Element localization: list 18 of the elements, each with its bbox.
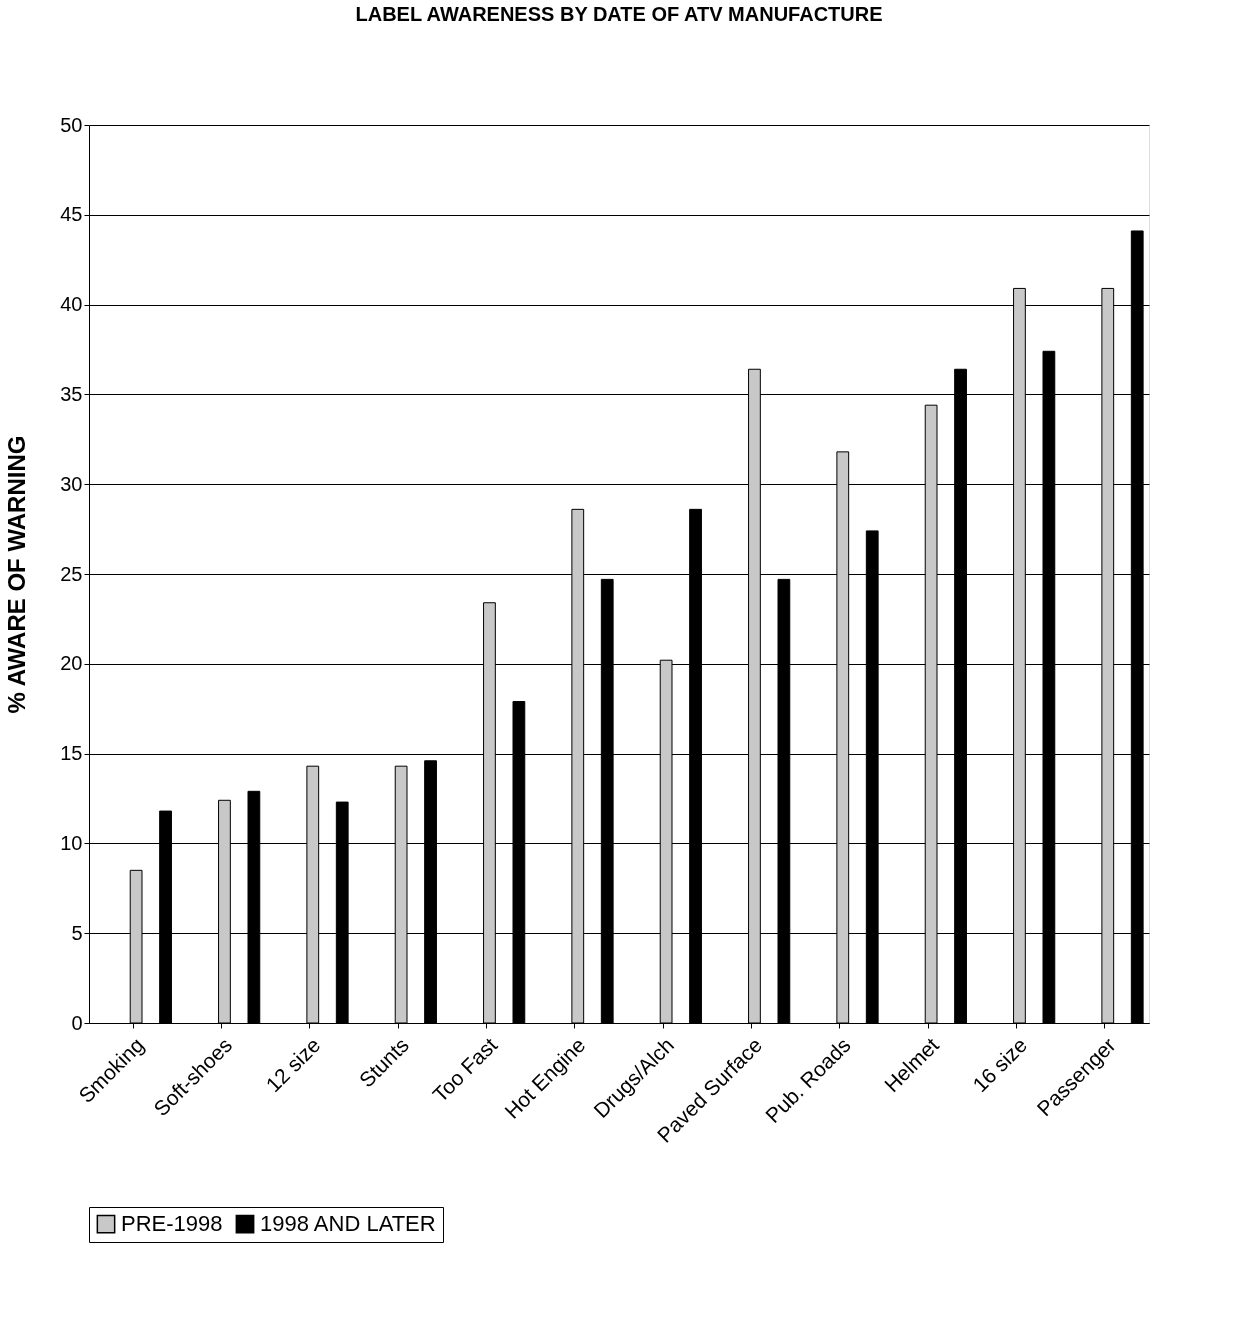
y-tick-label: 10 bbox=[60, 831, 83, 854]
legend-label: 1998 AND LATER bbox=[260, 1211, 436, 1237]
y-tick-label: 5 bbox=[71, 921, 83, 944]
legend-label: PRE-1998 bbox=[121, 1211, 223, 1237]
y-tick-label: 15 bbox=[60, 742, 83, 765]
y-tick-label: 40 bbox=[60, 293, 83, 316]
y-axis-title: % AWARE OF WARNING bbox=[3, 435, 31, 714]
y-tick-label: 50 bbox=[60, 113, 83, 136]
y-tick-label: 20 bbox=[60, 652, 83, 675]
y-tick-label: 35 bbox=[60, 382, 83, 405]
y-tick-label: 25 bbox=[60, 562, 83, 585]
chart-title: LABEL AWARENESS BY DATE OF ATV MANUFACTURE bbox=[355, 3, 883, 25]
x-tick-label: 16 size bbox=[968, 1033, 1032, 1097]
y-tick-label: 30 bbox=[60, 472, 83, 495]
x-tick-label: Too Fast bbox=[428, 1032, 502, 1107]
y-tick-label: 0 bbox=[71, 1011, 83, 1034]
y-tick-label: 45 bbox=[60, 203, 83, 226]
x-tick-label: 12 size bbox=[261, 1033, 325, 1097]
